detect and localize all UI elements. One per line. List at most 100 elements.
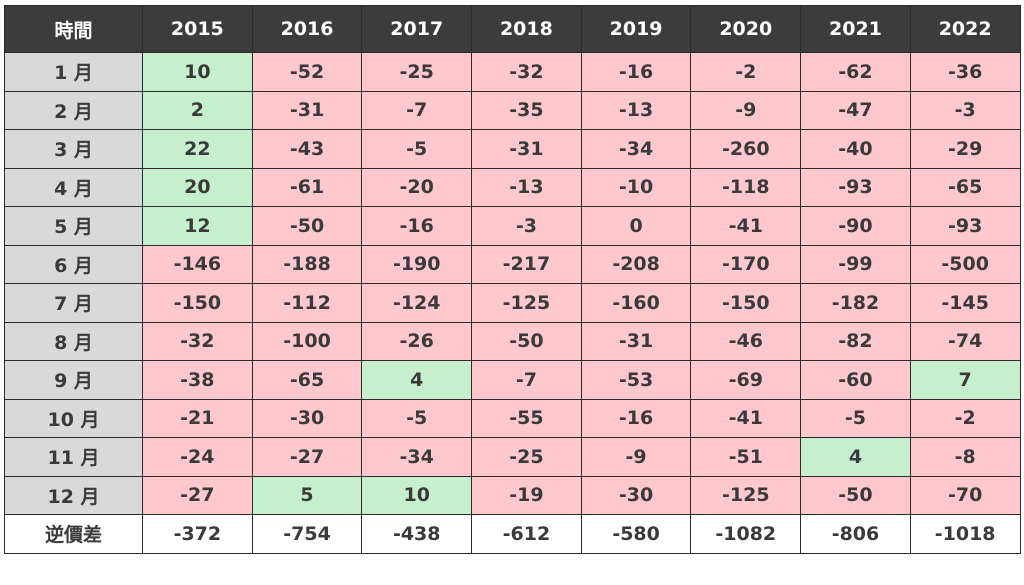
total-cell: -1018 — [909, 514, 1021, 554]
table-cell: -27 — [251, 437, 363, 477]
table-cell: -19 — [471, 475, 582, 515]
table-cell: -26 — [361, 321, 473, 361]
total-row: 逆價差 -372 -754 -438 -612 -580 -1082 -806 … — [4, 514, 1021, 554]
table-cell: -38 — [142, 360, 253, 400]
table-row: 6 月 -146 -188 -190 -217 -208 -170 -99 -5… — [4, 244, 1021, 284]
table-cell: -34 — [580, 129, 692, 169]
table-cell: -10 — [580, 167, 692, 207]
table-cell: -118 — [690, 167, 802, 207]
table-cell: -146 — [142, 244, 253, 284]
table-cell: -24 — [142, 437, 253, 477]
header-row: 時間 2015 2016 2017 2018 2019 2020 2021 20… — [4, 5, 1021, 53]
total-cell: -438 — [361, 514, 473, 554]
table-row: 12 月 -27 5 10 -19 -30 -125 -50 -70 — [4, 475, 1021, 515]
table-cell: -8 — [909, 437, 1021, 477]
table-cell: -25 — [471, 437, 582, 477]
table-cell: -3 — [909, 90, 1021, 130]
table-cell: 10 — [142, 52, 253, 92]
row-label: 1 月 — [4, 52, 143, 92]
table-cell: 20 — [142, 167, 253, 207]
row-label: 5 月 — [4, 206, 143, 246]
header-year: 2017 — [361, 5, 473, 53]
table-cell: -90 — [800, 206, 911, 246]
table-cell: -7 — [471, 360, 582, 400]
table-cell: -52 — [251, 52, 363, 92]
table-row: 3 月 22 -43 -5 -31 -34 -260 -40 -29 — [4, 129, 1021, 169]
table-cell: -70 — [909, 475, 1021, 515]
table-cell: -5 — [361, 129, 473, 169]
table-cell: -82 — [800, 321, 911, 361]
table-cell: -32 — [142, 321, 253, 361]
row-label: 2 月 — [4, 90, 143, 130]
table-cell: -35 — [471, 90, 582, 130]
table-cell: -74 — [909, 321, 1021, 361]
table-cell: -190 — [361, 244, 473, 284]
table-cell: -27 — [142, 475, 253, 515]
table-cell: -13 — [471, 167, 582, 207]
table-cell: -93 — [909, 206, 1021, 246]
row-label: 4 月 — [4, 167, 143, 207]
table-cell: -9 — [690, 90, 802, 130]
table-cell: -100 — [251, 321, 363, 361]
table-cell: -30 — [580, 475, 692, 515]
table-cell: -160 — [580, 283, 692, 323]
row-label: 11 月 — [4, 437, 143, 477]
table-cell: -93 — [800, 167, 911, 207]
row-label: 6 月 — [4, 244, 143, 284]
table-cell: -62 — [800, 52, 911, 92]
table-cell: -500 — [909, 244, 1021, 284]
table-cell: -9 — [580, 437, 692, 477]
total-cell: -580 — [580, 514, 692, 554]
total-cell: -1082 — [690, 514, 802, 554]
table-row: 5 月 12 -50 -16 -3 0 -41 -90 -93 — [4, 206, 1021, 246]
table-row: 10 月 -21 -30 -5 -55 -16 -41 -5 -2 — [4, 398, 1021, 438]
table-cell: -31 — [580, 321, 692, 361]
row-label: 8 月 — [4, 321, 143, 361]
table-cell: -145 — [909, 283, 1021, 323]
row-label: 10 月 — [4, 398, 143, 438]
table-cell: -125 — [471, 283, 582, 323]
table-cell: -31 — [471, 129, 582, 169]
table-cell: 4 — [800, 437, 911, 477]
table-cell: -16 — [361, 206, 473, 246]
table-cell: -61 — [251, 167, 363, 207]
table-cell: -16 — [580, 52, 692, 92]
total-cell: -612 — [471, 514, 582, 554]
total-cell: -372 — [142, 514, 253, 554]
table-cell: -217 — [471, 244, 582, 284]
table-cell: -5 — [800, 398, 911, 438]
table-row: 2 月 2 -31 -7 -35 -13 -9 -47 -3 — [4, 90, 1021, 130]
header-year: 2022 — [909, 5, 1021, 53]
row-label: 7 月 — [4, 283, 143, 323]
header-year: 2019 — [580, 5, 692, 53]
header-corner: 時間 — [4, 5, 143, 53]
table-cell: -41 — [690, 206, 802, 246]
table-cell: -188 — [251, 244, 363, 284]
table-cell: -34 — [361, 437, 473, 477]
table-cell: 5 — [251, 475, 363, 515]
table-cell: -21 — [142, 398, 253, 438]
header-year: 2018 — [471, 5, 582, 53]
header-year: 2020 — [690, 5, 802, 53]
table-cell: -2 — [690, 52, 802, 92]
table-cell: 2 — [142, 90, 253, 130]
table-cell: -50 — [800, 475, 911, 515]
table-cell: -125 — [690, 475, 802, 515]
row-label: 12 月 — [4, 475, 143, 515]
table-cell: -31 — [251, 90, 363, 130]
table-cell: -124 — [361, 283, 473, 323]
table-row: 4 月 20 -61 -20 -13 -10 -118 -93 -65 — [4, 167, 1021, 207]
table-row: 1 月 10 -52 -25 -32 -16 -2 -62 -36 — [4, 52, 1021, 92]
table-cell: 22 — [142, 129, 253, 169]
table-cell: 4 — [361, 360, 473, 400]
total-label: 逆價差 — [4, 514, 143, 554]
table-cell: -20 — [361, 167, 473, 207]
table-cell: -47 — [800, 90, 911, 130]
table-cell: -51 — [690, 437, 802, 477]
table-body: 1 月 10 -52 -25 -32 -16 -2 -62 -36 2 月 2 … — [4, 52, 1021, 554]
table-cell: -182 — [800, 283, 911, 323]
table-cell: -41 — [690, 398, 802, 438]
table-cell: -5 — [361, 398, 473, 438]
table-cell: -65 — [909, 167, 1021, 207]
table-row: 7 月 -150 -112 -124 -125 -160 -150 -182 -… — [4, 283, 1021, 323]
